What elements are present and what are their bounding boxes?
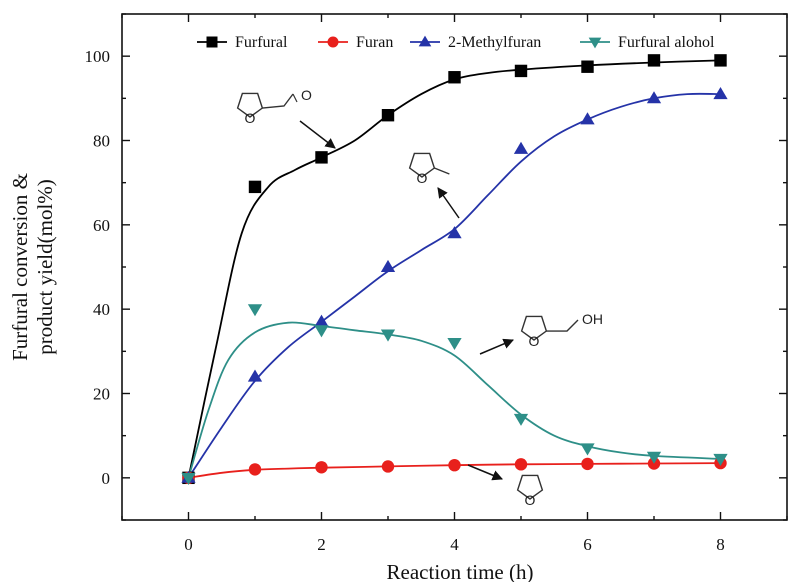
methylfuran-methyl xyxy=(434,167,450,175)
point-furfural-alohol xyxy=(314,325,329,338)
point-furfural-alohol xyxy=(580,443,595,456)
x-tick-label: 8 xyxy=(716,535,725,554)
y-axis-title: Furfural conversion & product yield(mol%… xyxy=(8,173,57,361)
y-tick-label: 60 xyxy=(93,216,110,235)
molecule-furan: O xyxy=(516,474,544,508)
furfural-aldehyde xyxy=(262,93,294,109)
point-2-methylfuran xyxy=(380,259,396,272)
fit-line-furfural-alohol xyxy=(187,321,721,479)
point-furfural xyxy=(248,180,262,194)
point-furfural xyxy=(714,54,727,67)
x-tick-label: 6 xyxy=(583,535,592,554)
legend-marker-furfural xyxy=(206,36,218,48)
y-axis-title-line-1: Furfural conversion & xyxy=(8,173,32,361)
point-furfural xyxy=(315,151,328,164)
point-furfural xyxy=(448,71,461,84)
arrow-furfuryl-alcohol xyxy=(479,338,514,355)
furfuryl-alcohol-chain xyxy=(546,319,579,332)
legend-marker-furan xyxy=(327,36,339,48)
y-tick-label: 0 xyxy=(102,469,111,488)
fit-line-2-methylfuran xyxy=(187,92,721,479)
point-furan xyxy=(581,457,594,471)
y-tick-label: 40 xyxy=(93,300,110,319)
furfuryl-alcohol-oh: OH xyxy=(582,311,603,327)
legend-label-furan: Furan xyxy=(356,34,393,51)
point-furfural-alohol xyxy=(247,304,263,317)
legend-marker-2-methylfuran xyxy=(418,35,432,47)
point-furan xyxy=(381,460,395,473)
point-furfural-alohol xyxy=(181,472,196,485)
furan-oxygen: O xyxy=(525,492,536,508)
furfural-carbonyl-o: O xyxy=(301,87,312,103)
furfural-carbonyl xyxy=(292,93,298,103)
point-furan xyxy=(248,463,262,476)
molecule-furfuryl-alcohol: O OH xyxy=(520,311,603,349)
legend-label-furfural-alohol: Furfural alohol xyxy=(618,34,715,51)
point-furfural-alohol xyxy=(380,329,396,342)
molecule-furfural: OO xyxy=(236,87,312,126)
furan-ring xyxy=(516,474,544,500)
point-furfural-alohol xyxy=(513,413,529,426)
point-furfural-alohol xyxy=(713,453,728,466)
furfural-oxygen: O xyxy=(245,110,256,126)
molecule-2-methylfuran: O xyxy=(408,152,450,186)
x-axis-title: Reaction time (h) xyxy=(387,560,534,582)
point-furfural-alohol xyxy=(646,451,662,464)
legend-label-2-methylfuran: 2-Methylfuran xyxy=(448,34,541,51)
point-2-methylfuran xyxy=(646,91,662,104)
point-furfural-alohol xyxy=(447,337,462,351)
y-tick-label: 80 xyxy=(93,132,110,151)
fit-curves xyxy=(187,59,721,479)
point-2-methylfuran xyxy=(513,141,529,154)
arrow-furfural xyxy=(299,120,336,149)
furfural-ring xyxy=(236,92,264,118)
point-2-methylfuran xyxy=(314,314,329,327)
point-2-methylfuran xyxy=(713,86,728,100)
methylfuran-oxygen: O xyxy=(417,170,428,186)
point-furfural xyxy=(647,54,661,67)
y-tick-label: 20 xyxy=(93,385,110,404)
fit-line-furfural xyxy=(187,59,721,478)
point-furan xyxy=(514,458,528,471)
legend-marker-furfural-alohol xyxy=(588,37,602,49)
x-tick-label: 0 xyxy=(184,535,193,554)
point-furan xyxy=(315,461,328,474)
point-2-methylfuran xyxy=(580,112,595,125)
arrow-furan xyxy=(467,464,503,481)
point-2-methylfuran xyxy=(447,226,462,239)
legend: Furfural Furan 2-Methylfuran Furfural aloho… xyxy=(197,34,715,51)
data-markers xyxy=(181,54,728,485)
y-tick-label: 100 xyxy=(85,47,111,66)
point-furfural xyxy=(514,64,528,78)
point-furfural xyxy=(581,60,594,73)
methylfuran-ring xyxy=(408,152,436,178)
point-furan xyxy=(448,458,461,472)
legend-label-furfural: Furfural xyxy=(235,34,288,51)
x-tick-label: 4 xyxy=(450,535,459,554)
plot-frame xyxy=(121,13,788,521)
arrow-2-methylfuran xyxy=(437,187,460,219)
point-2-methylfuran xyxy=(247,369,263,382)
furfuryl-alcohol-ring xyxy=(520,315,548,341)
x-tick-label: 2 xyxy=(317,535,326,554)
furfuryl-alcohol-oxygen: O xyxy=(529,333,540,349)
y-axis-title-line-2: product yield(mol%) xyxy=(33,179,57,355)
point-furfural xyxy=(381,109,395,122)
